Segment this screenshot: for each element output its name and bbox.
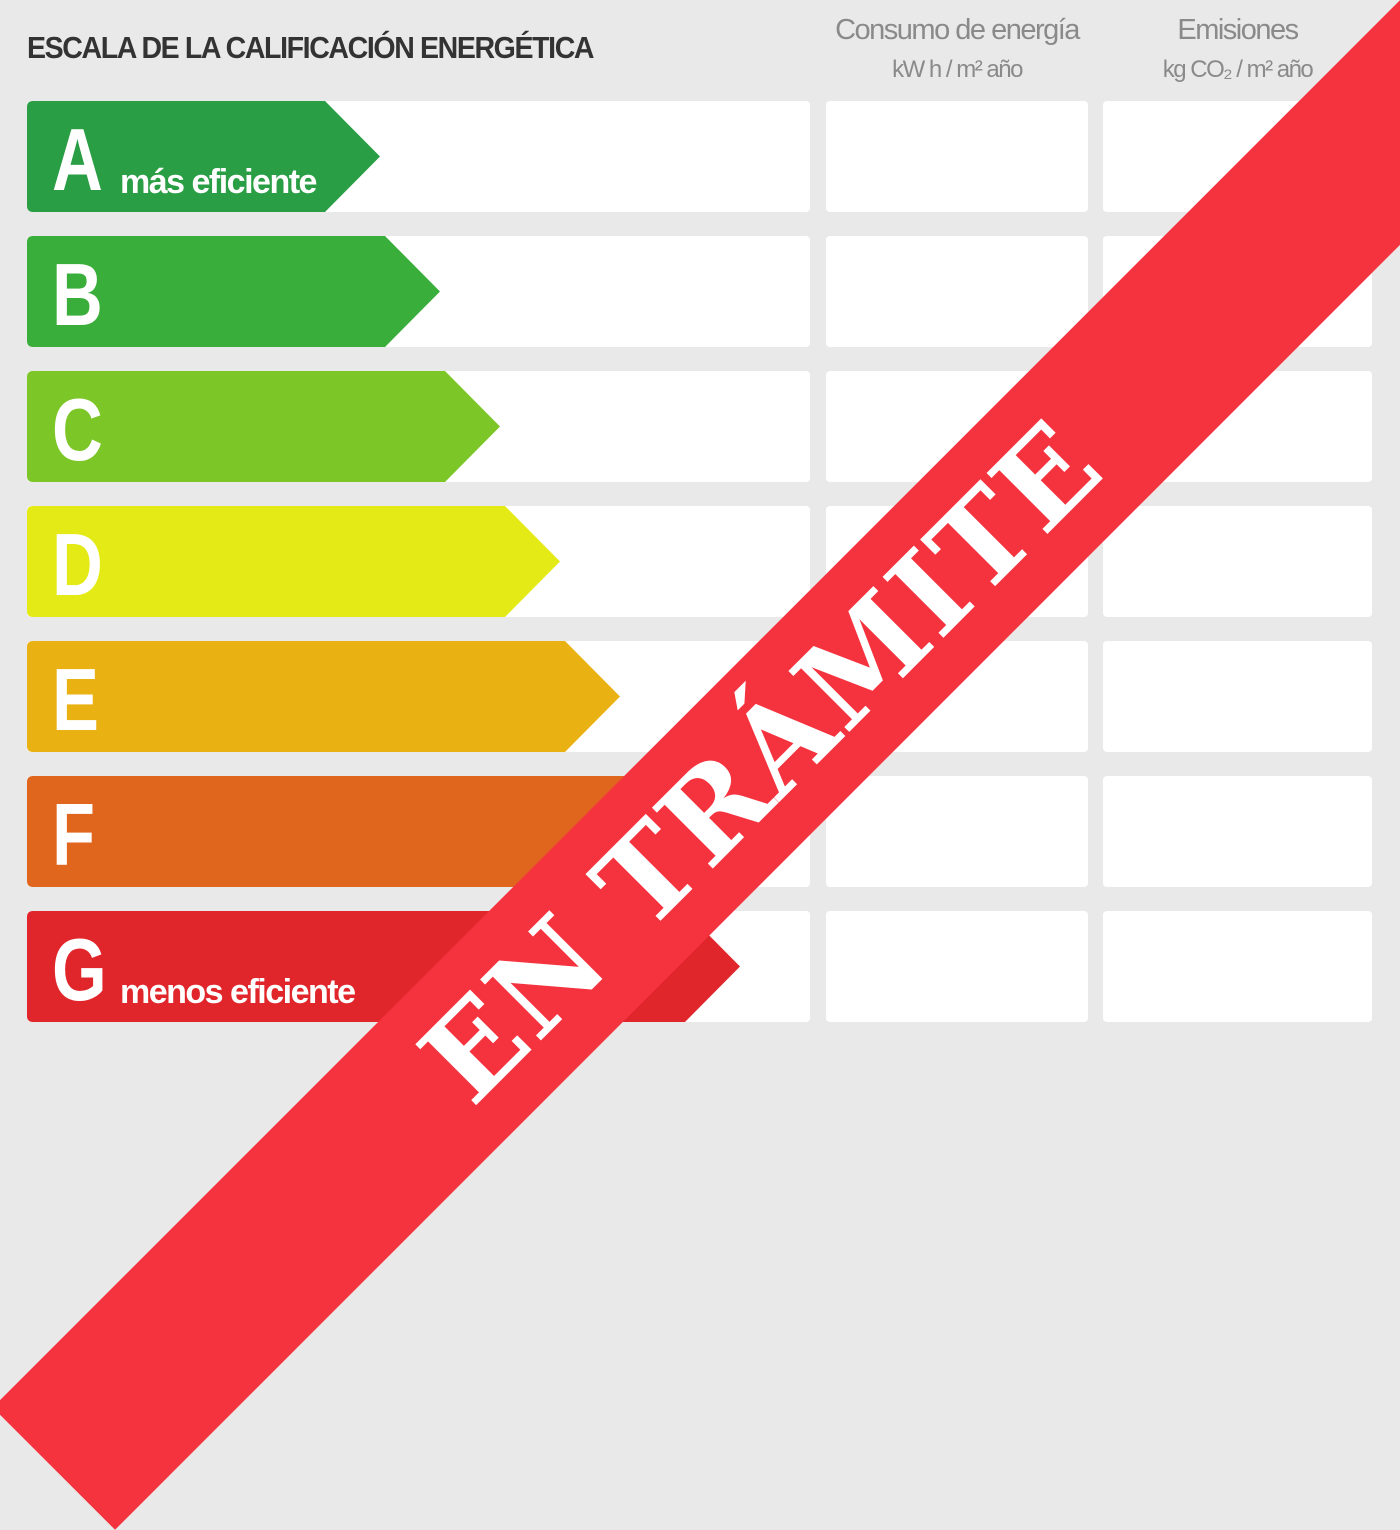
- rating-arrow-shape: [27, 236, 440, 347]
- rating-caption: menos eficiente: [120, 973, 356, 1011]
- rating-arrow: [27, 641, 620, 752]
- rating-arrow-shape: [27, 641, 620, 752]
- emissions-cell: [1103, 911, 1372, 1022]
- rating-arrow-shape: [27, 506, 560, 617]
- consumption-cell: [826, 236, 1088, 347]
- rating-row-d: D: [27, 506, 1372, 617]
- rating-letter: E: [52, 650, 99, 749]
- rating-arrow: [27, 101, 380, 212]
- column-unit: kg CO₂ / m² año: [1162, 56, 1314, 83]
- rating-arrow: [27, 236, 440, 347]
- rating-letter: D: [52, 515, 103, 614]
- emissions-cell: [1103, 506, 1372, 617]
- column-label: Consumo de energía: [835, 14, 1080, 46]
- label-title: ESCALA DE LA CALIFICACIÓN ENERGÉTICA: [27, 30, 595, 65]
- column-unit: kW h / m² año: [892, 56, 1023, 83]
- rating-arrow-shape: [27, 101, 380, 212]
- rating-arrow-shape: [27, 776, 680, 887]
- rating-letter: G: [52, 920, 107, 1019]
- rating-arrow-shape: [27, 371, 500, 482]
- rating-arrow: [27, 776, 680, 887]
- emissions-cell: [1103, 776, 1372, 887]
- rating-caption: más eficiente: [120, 163, 317, 201]
- rating-row-c: C: [27, 371, 1372, 482]
- rating-letter: B: [52, 245, 103, 344]
- rating-arrow: [27, 371, 500, 482]
- column-label: Emisiones: [1177, 14, 1299, 46]
- consumption-cell: [826, 101, 1088, 212]
- rating-letter: A: [52, 110, 103, 209]
- column-header-emissions: Emisiones kg CO₂ / m² año: [1103, 10, 1372, 90]
- rating-letter: C: [52, 380, 103, 479]
- consumption-cell: [826, 911, 1088, 1022]
- emissions-cell: [1103, 641, 1372, 752]
- column-header-consumption: Consumo de energía kW h / m² año: [826, 10, 1088, 90]
- rating-arrow: [27, 506, 560, 617]
- rating-letter: F: [52, 785, 96, 884]
- consumption-cell: [826, 776, 1088, 887]
